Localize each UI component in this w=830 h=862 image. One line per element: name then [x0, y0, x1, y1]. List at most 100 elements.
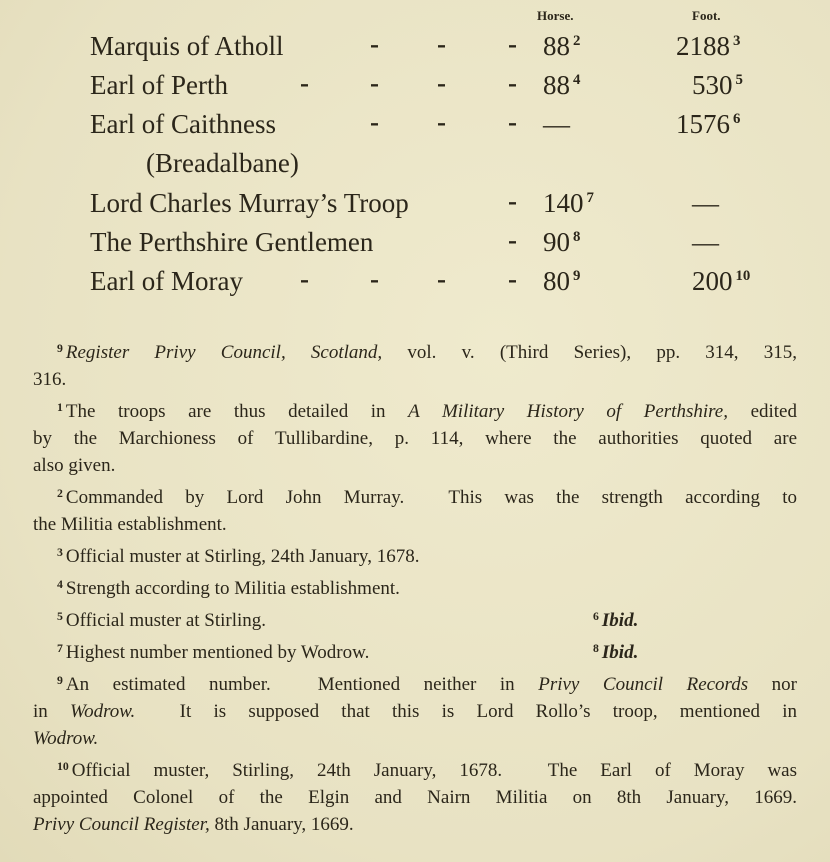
value: 80 [543, 266, 570, 296]
row-name: Earl of Moray [90, 266, 243, 296]
footnote-line: Privy Council Register, 8th January, 166… [33, 811, 797, 838]
footnote-ref: 5 [735, 71, 743, 88]
footnotes: 9 Register Privy Council, Scotland, vol. … [33, 339, 797, 843]
side-footnote: 8 Ibid. [593, 639, 638, 666]
footnote-mark: 1 [57, 400, 63, 414]
footnote-ref: 3 [733, 32, 741, 49]
leader-dash: - [370, 264, 379, 294]
foot-value: 1576 6 [676, 106, 740, 142]
text: The troops are thus detailed in [65, 401, 409, 422]
horse-value: 88 4 [543, 67, 580, 103]
footnote: 2 Commanded by Lord John Murray. This was… [33, 484, 797, 538]
footnote: 9 Register Privy Council, Scotland, vol. … [33, 339, 797, 393]
horse-value: 140 7 [543, 185, 594, 221]
footnote-mark: 7 [57, 641, 63, 655]
italic-text: A Military History of Perthshire, [408, 401, 728, 422]
value: 200 [692, 266, 733, 296]
leader-dash: - [437, 107, 446, 137]
footnote-line: 5 Official muster at Stirling. [33, 607, 797, 634]
leader-dash: - [370, 107, 379, 137]
row-name: (Breadalbane) [146, 148, 299, 178]
footnote-mark: 9 [57, 341, 63, 355]
foot-value: — [692, 224, 719, 260]
value: — [543, 109, 570, 139]
leader-dash: - [508, 225, 517, 255]
value: 2188 [676, 31, 730, 61]
foot-column-header: Foot. [692, 8, 721, 23]
text: 316. [33, 369, 67, 390]
leader-dash: - [370, 68, 379, 98]
foot-value: 200 10 [692, 263, 750, 299]
text: Official muster, Stirling, 24th January,… [71, 760, 797, 781]
italic-text: Ibid. [601, 642, 639, 663]
footnote-line: by the Marchioness of Tullibardine, p. 1… [33, 425, 797, 452]
footnote: 9 An estimated number. Mentioned neither … [33, 671, 797, 752]
text: in [33, 701, 70, 722]
text: An estimated number. Mentioned neither i… [65, 674, 539, 695]
footnote: 10 Official muster, Stirling, 24th Januar… [33, 757, 797, 838]
foot-value: 530 5 [692, 67, 743, 103]
leader-dash: - [300, 68, 309, 98]
footnote-mark: 4 [57, 577, 63, 591]
value: — [692, 188, 719, 218]
footnote-mark: 3 [57, 545, 63, 559]
row-name: Marquis of Atholl [90, 31, 284, 61]
footnote-ref: 8 [573, 228, 581, 245]
horse-column-header: Horse. [537, 8, 574, 23]
text: Official muster at Stirling, 24th Januar… [65, 546, 420, 567]
footnote: 5 Official muster at Stirling. 6 Ibid. [33, 607, 797, 634]
footnote-line: appointed Colonel of the Elgin and Nairn… [33, 784, 797, 811]
footnote-mark: 8 [593, 641, 599, 655]
footnote-ref: 7 [586, 189, 594, 206]
text: vol. v. (Third Series), pp. 314, 315, [382, 342, 797, 363]
text: Commanded by Lord John Murray. This was … [65, 487, 797, 508]
horse-value: 80 9 [543, 263, 580, 299]
value: 88 [543, 31, 570, 61]
footnote-ref: 9 [573, 267, 581, 284]
italic-text: Privy Council Register, [33, 814, 210, 835]
leader-dash: - [508, 186, 517, 216]
footnote-line: 3 Official muster at Stirling, 24th Janua… [33, 543, 797, 570]
leader-dash: - [437, 29, 446, 59]
leader-dash: - [437, 264, 446, 294]
value: 1576 [676, 109, 730, 139]
horse-value: 88 2 [543, 28, 580, 64]
horse-value: — [543, 106, 570, 142]
footnote-line: 10 Official muster, Stirling, 24th Januar… [33, 757, 797, 784]
horse-value: 90 8 [543, 224, 580, 260]
leader-dash: - [508, 29, 517, 59]
row-name: The Perthshire Gentlemen [90, 227, 374, 257]
row-name: Earl of Perth [90, 70, 228, 100]
value: 90 [543, 227, 570, 257]
footnote: 1 The troops are thus detailed in A Milit… [33, 398, 797, 479]
footnote-line: 9 Register Privy Council, Scotland, vol. … [33, 339, 797, 366]
footnote-line: 4 Strength according to Militia establish… [33, 575, 797, 602]
leader-dash: - [508, 107, 517, 137]
value: 88 [543, 70, 570, 100]
footnote-line: 316. [33, 366, 797, 393]
text: by the Marchioness of Tullibardine, p. 1… [33, 428, 797, 449]
footnote: 7 Highest number mentioned by Wodrow. 8 Ibi… [33, 639, 797, 666]
footnote-mark: 9 [57, 673, 63, 687]
footnote-line: 9 An estimated number. Mentioned neither … [33, 671, 797, 698]
text: the Militia establishment. [33, 514, 227, 535]
footnote-line: 2 Commanded by Lord John Murray. This was… [33, 484, 797, 511]
italic-text: Ibid. [601, 610, 639, 631]
text: 8th January, 1669. [209, 814, 354, 835]
footnote-mark: 5 [57, 609, 63, 623]
footnote-line: 7 Highest number mentioned by Wodrow. [33, 639, 797, 666]
italic-text: Register Privy Council, Scotland, [65, 342, 383, 363]
footnote-line: the Militia establishment. [33, 511, 797, 538]
italic-text: Wodrow. [69, 701, 136, 722]
foot-value: — [692, 185, 719, 221]
text: Official muster at Stirling. [65, 610, 267, 631]
footnote-ref: 4 [573, 71, 581, 88]
footnote-ref: 6 [733, 110, 741, 127]
text: nor [748, 674, 797, 695]
value: — [692, 227, 719, 257]
footnote-line: Wodrow. [33, 725, 797, 752]
foot-value: 2188 3 [676, 28, 740, 64]
text: edited [728, 401, 797, 422]
text: Strength according to Militia establishm… [65, 578, 400, 599]
